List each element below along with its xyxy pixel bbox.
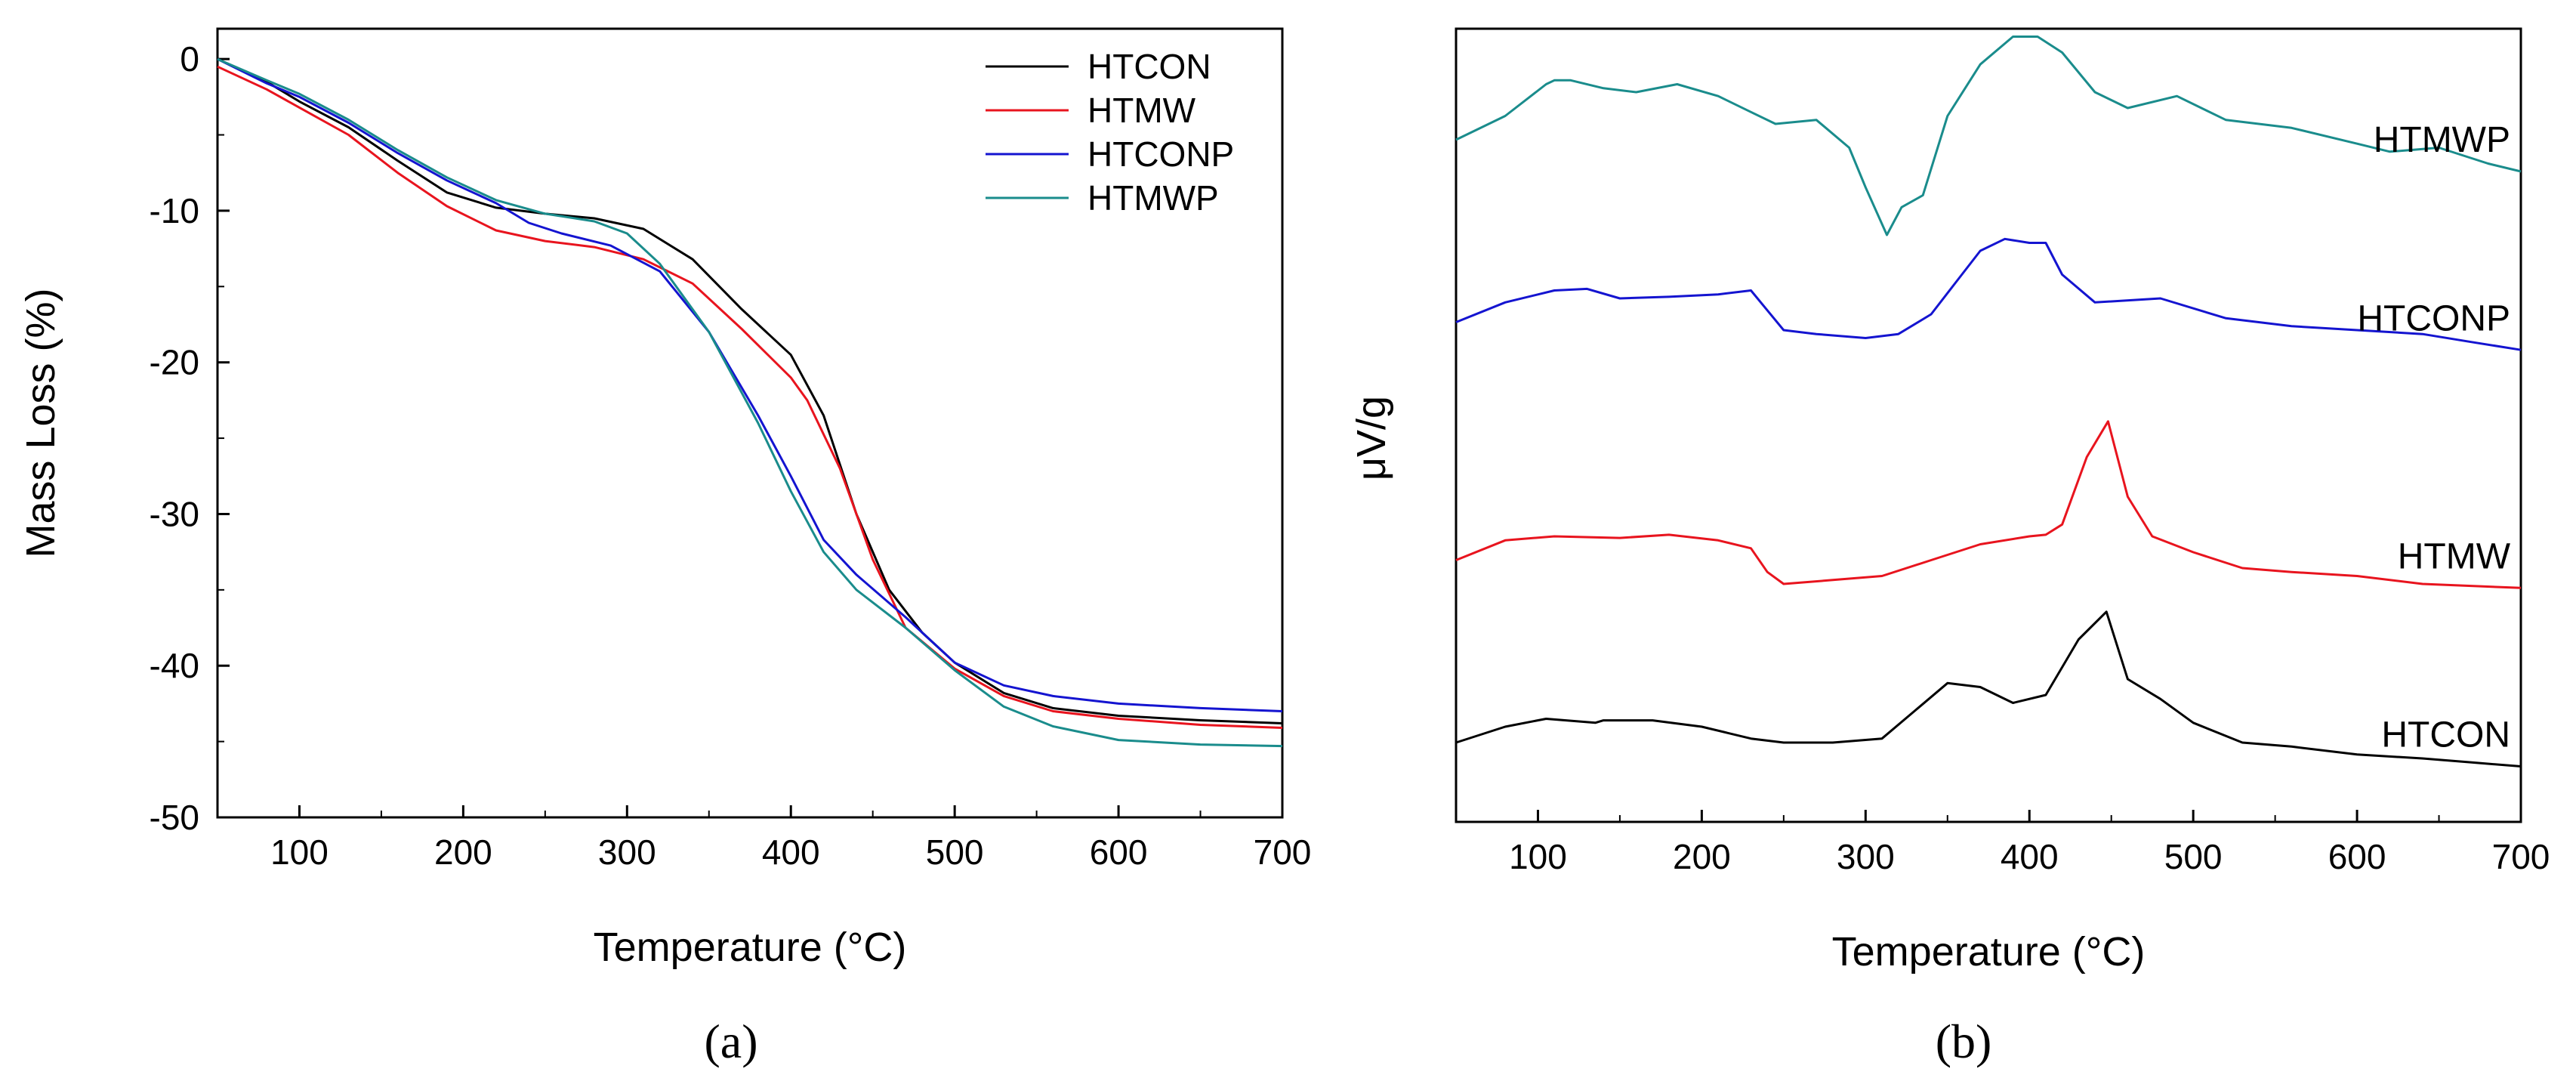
panel-a-x-tick-label: 200: [434, 832, 492, 872]
panel-a-x-tick-label: 700: [1254, 832, 1312, 872]
panel-a-ticks: 100 200 300 400 500 600 700 0 -10 -20 -30 -40 -50: [150, 39, 1312, 872]
panel-a-series-htmw: [217, 65, 1283, 729]
panel-a-legend-label-htcon: HTCON: [1087, 47, 1211, 86]
panel-b-caption: (b): [1936, 1015, 1992, 1068]
panel-a-y-tick-label: -40: [150, 646, 199, 685]
panel-b-series-htconp: [1455, 237, 2522, 351]
panel-b-series-lines: [1455, 36, 2522, 768]
panel-b-ticks: 100 200 300 400 500 600 700: [1455, 810, 2550, 876]
panel-a-caption: (a): [704, 1015, 757, 1068]
panel-b-series-label-htcon: HTCON: [2381, 715, 2510, 755]
panel-b-x-tick-label: 200: [1673, 837, 1731, 876]
panel-a-plot-frame: [216, 27, 1284, 819]
panel-a-y-tick-label: 0: [180, 39, 199, 79]
panel-b-series-label-htmw: HTMW: [2398, 536, 2511, 576]
panel-a-y-tick-label: -50: [150, 798, 199, 837]
panel-b-series-htcon: [1455, 610, 2522, 768]
panel-b-x-tick-label: 700: [2492, 837, 2550, 876]
panel-a-mass-loss-chart: 100 200 300 400 500 600 700 0 -10 -20 -30 -40 -50 HT…: [18, 27, 1312, 1068]
panel-b-plot-frame: [1455, 27, 2522, 823]
panel-a-y-axis-title: Mass Loss (%): [18, 288, 63, 557]
panel-b-x-tick-label: 500: [2164, 837, 2223, 876]
panel-a-x-tick-label: 600: [1090, 832, 1148, 872]
panel-a-x-tick-label: 500: [926, 832, 984, 872]
panel-b-x-tick-label: 600: [2328, 837, 2386, 876]
panel-a-legend-label-htmwp: HTMWP: [1087, 178, 1219, 218]
panel-a-x-tick-label: 100: [270, 832, 329, 872]
panel-b-series-labels: HTMWP HTCONP HTMW HTCON: [2357, 120, 2510, 755]
panel-b-x-axis-title: Temperature (°C): [1832, 929, 2146, 974]
panel-a-legend-label-htconp: HTCONP: [1087, 134, 1234, 174]
panel-b-dta-chart: 100 200 300 400 500 600 700 HTMWP HTCONP HTMW HTC…: [1349, 27, 2550, 1068]
panel-b-series-htmwp: [1455, 36, 2522, 236]
panel-b-y-axis-title: μV/g: [1349, 396, 1394, 480]
panel-a-series-lines: [217, 57, 1283, 748]
panel-b-x-tick-label: 400: [2001, 837, 2059, 876]
panel-a-y-tick-label: -30: [150, 494, 199, 533]
panel-a-y-tick-label: -10: [150, 191, 199, 230]
panel-a-legend-label-htmw: HTMW: [1087, 91, 1196, 130]
panel-b-x-tick-label: 300: [1837, 837, 1895, 876]
panel-a-x-tick-label: 300: [598, 832, 656, 872]
panel-b-series-htmw: [1455, 420, 2522, 589]
panel-a-x-tick-label: 400: [762, 832, 820, 872]
panel-b-x-tick-label: 100: [1509, 837, 1567, 876]
panel-b-series-label-htconp: HTCONP: [2357, 298, 2510, 338]
panel-a-x-axis-title: Temperature (°C): [594, 925, 907, 970]
panel-a-y-tick-label: -20: [150, 343, 199, 382]
panel-a-series-htcon: [217, 57, 1283, 724]
panel-a-series-htmwp: [217, 57, 1283, 748]
panel-b-series-label-htmwp: HTMWP: [2374, 120, 2510, 160]
